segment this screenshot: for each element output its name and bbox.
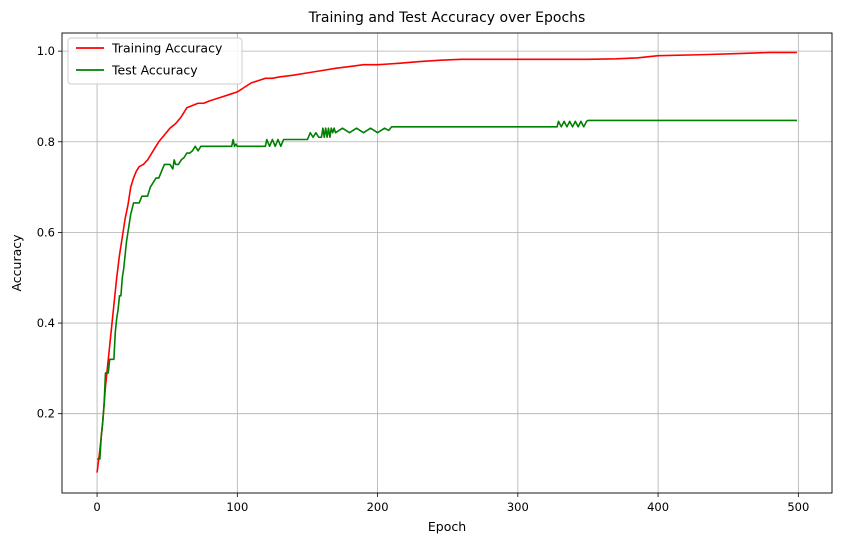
y-tick-label: 0.6	[37, 225, 55, 239]
x-tick-label: 100	[226, 500, 248, 514]
x-tick-label: 500	[787, 500, 809, 514]
y-axis-ticks: 0.2 0.4 0.6 0.8 1.0	[37, 44, 62, 421]
x-tick-label: 0	[93, 500, 100, 514]
legend-label-test: Test Accuracy	[111, 63, 198, 78]
chart-title: Training and Test Accuracy over Epochs	[308, 10, 586, 26]
legend-box	[67, 37, 243, 85]
legend-label-training: Training Accuracy	[111, 41, 223, 56]
series-lines	[96, 51, 797, 473]
x-axis-ticks: 0 100 200 300 400 500	[93, 493, 809, 514]
x-tick-label: 300	[507, 500, 529, 514]
y-axis-label: Accuracy	[9, 234, 24, 292]
test-accuracy-line	[97, 119, 797, 460]
y-tick-label: 0.2	[37, 407, 55, 421]
legend: Training Accuracy Test Accuracy	[67, 37, 243, 85]
x-axis-label: Epoch	[428, 519, 466, 534]
y-tick-label: 0.8	[37, 135, 55, 149]
y-tick-label: 1.0	[37, 44, 55, 58]
plot-frame	[61, 32, 833, 494]
x-tick-label: 400	[647, 500, 669, 514]
grid-lines	[62, 33, 832, 493]
x-tick-label: 200	[367, 500, 389, 514]
y-tick-label: 0.4	[37, 316, 55, 330]
training-accuracy-line	[96, 51, 797, 473]
